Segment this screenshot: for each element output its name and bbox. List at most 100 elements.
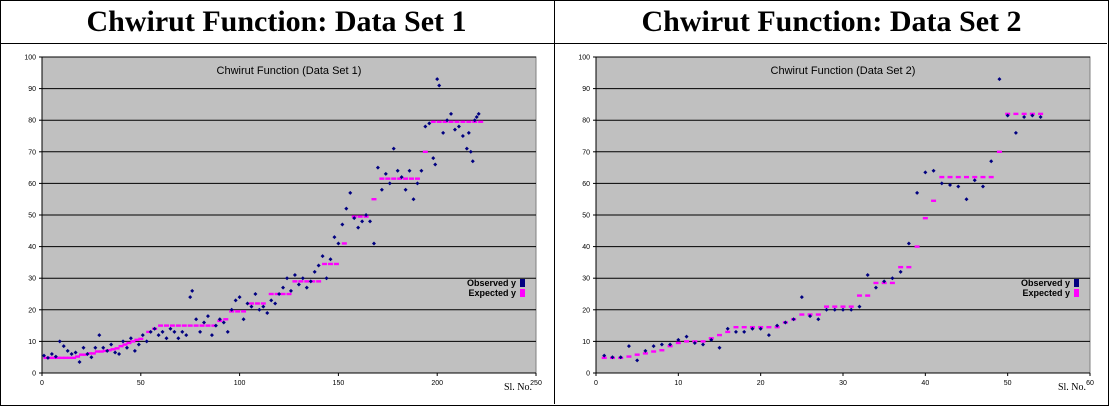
- expected-point: [357, 215, 363, 218]
- legend-swatch: [520, 279, 525, 287]
- expected-point: [175, 324, 181, 327]
- y-tick-label: 50: [28, 213, 36, 220]
- panel-heading-1: Chwirut Function: Data Set 1: [86, 5, 467, 38]
- observed-point: [717, 345, 722, 350]
- observed-point: [225, 329, 230, 334]
- x-tick-label: 0: [40, 380, 44, 387]
- observed-point: [472, 118, 477, 123]
- observed-point: [356, 225, 361, 230]
- expected-point: [169, 324, 175, 327]
- observed-point: [468, 149, 473, 154]
- observed-point: [180, 329, 185, 334]
- observed-point: [427, 121, 432, 126]
- expected-point: [187, 324, 193, 327]
- legend-label: Observed y: [467, 278, 516, 288]
- observed-point: [332, 235, 337, 240]
- expected-point: [75, 355, 81, 358]
- expected-point: [322, 262, 328, 266]
- observed-point: [980, 184, 985, 189]
- observed-point: [253, 292, 258, 296]
- expected-point: [55, 356, 61, 360]
- expected-point: [478, 120, 484, 123]
- legend-label: Expected y: [1022, 288, 1070, 298]
- expected-point: [298, 280, 304, 283]
- x-tick-label: 40: [921, 380, 929, 387]
- observed-point: [816, 317, 821, 322]
- observed-point: [433, 162, 438, 167]
- expected-point: [67, 356, 73, 360]
- observed-point: [49, 352, 54, 357]
- expected-point: [996, 150, 1002, 153]
- observed-point: [651, 344, 656, 349]
- observed-point: [190, 288, 195, 293]
- observed-point: [202, 320, 207, 325]
- observed-point: [849, 307, 854, 312]
- observed-point: [69, 352, 74, 357]
- expected-point: [848, 305, 854, 308]
- observed-point: [808, 314, 813, 319]
- expected-point: [333, 262, 339, 266]
- expected-point: [906, 265, 912, 269]
- observed-point: [659, 342, 664, 347]
- expected-point: [1021, 112, 1027, 116]
- observed-point: [324, 276, 329, 281]
- expected-point: [385, 177, 391, 180]
- observed-point: [292, 273, 297, 278]
- observed-point: [399, 175, 404, 180]
- expected-point: [741, 325, 747, 329]
- chart-data-set-1: 0 10 20 30 40 50 60 70 80 90 100 0 50 100 150 200 250 Chw…: [24, 55, 542, 394]
- expected-point: [106, 349, 112, 352]
- observed-point: [348, 190, 353, 195]
- observed-point: [832, 307, 837, 312]
- y-tick-label: 70: [582, 149, 590, 156]
- observed-point: [209, 333, 214, 338]
- observed-point: [205, 314, 210, 319]
- observed-point: [1030, 113, 1035, 118]
- expected-point: [126, 341, 132, 345]
- observed-point: [464, 146, 469, 151]
- y-tick-label: 70: [28, 149, 36, 156]
- x-tick-label: 200: [431, 380, 443, 387]
- observed-point: [245, 301, 250, 306]
- observed-point: [320, 254, 325, 259]
- y-tick-label: 90: [28, 86, 36, 93]
- y-tick-label: 80: [28, 118, 36, 125]
- observed-point: [684, 334, 689, 339]
- observed-point: [117, 352, 122, 357]
- x-axis-label: Sl. No.: [504, 382, 532, 393]
- observed-point: [77, 359, 82, 364]
- observed-point: [57, 339, 62, 344]
- expected-point: [409, 177, 415, 180]
- observed-point: [1022, 115, 1027, 120]
- observed-point: [269, 298, 274, 303]
- observed-point: [273, 301, 278, 306]
- observed-point: [371, 241, 376, 246]
- observed-point: [419, 168, 424, 173]
- expected-point: [873, 281, 879, 285]
- expected-point: [79, 353, 85, 356]
- chart-title: Chwirut Function (Data Set 2): [771, 65, 916, 77]
- expected-point: [460, 120, 466, 123]
- observed-point: [474, 115, 479, 120]
- observed-point: [391, 146, 396, 151]
- expected-point: [82, 353, 88, 356]
- expected-point: [94, 350, 100, 353]
- observed-point: [156, 333, 161, 338]
- expected-point: [642, 352, 648, 355]
- observed-point: [783, 320, 788, 325]
- y-tick-label: 30: [582, 276, 590, 283]
- expected-point: [725, 330, 731, 334]
- observed-point: [93, 345, 98, 350]
- observed-point: [344, 206, 349, 211]
- expected-point: [205, 324, 211, 327]
- observed-point: [336, 241, 341, 246]
- expected-point: [90, 352, 96, 355]
- observed-point: [316, 263, 321, 268]
- expected-point: [799, 313, 805, 316]
- y-tick-label: 50: [582, 213, 590, 220]
- expected-point: [700, 340, 706, 343]
- observed-point: [939, 181, 944, 186]
- observed-point: [241, 317, 246, 322]
- observed-point: [890, 276, 895, 281]
- expected-point: [304, 280, 310, 283]
